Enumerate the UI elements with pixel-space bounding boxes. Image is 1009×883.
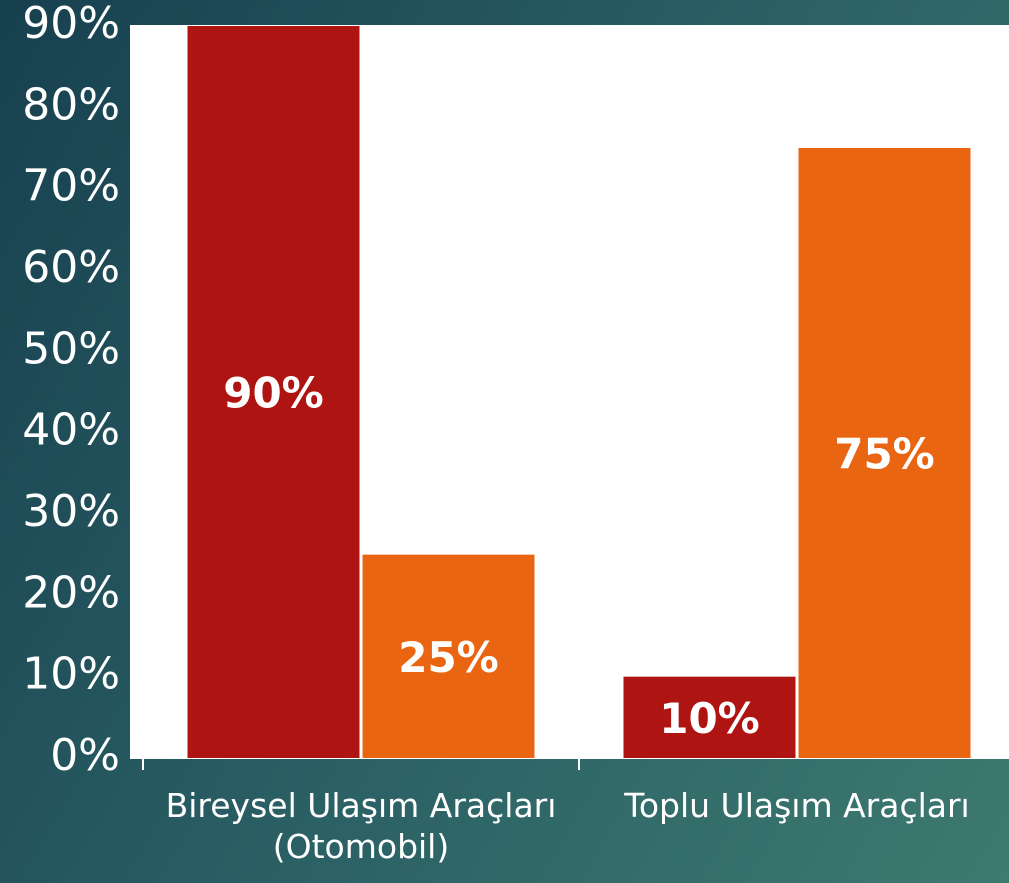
x-tick-label: Bireysel Ulaşım Araçları (Otomobil) <box>165 786 557 867</box>
x-tick-label: Toplu Ulaşım Araçları <box>624 786 970 825</box>
y-tick-label: 20% <box>22 567 120 618</box>
bar <box>623 676 796 758</box>
bar <box>187 26 360 758</box>
y-tick-label: 70% <box>22 161 120 212</box>
bar <box>798 148 971 758</box>
y-tick-label: 0% <box>50 730 120 781</box>
value-label: 75% <box>834 430 935 479</box>
value-label: 90% <box>223 369 324 418</box>
y-tick-label: 50% <box>22 323 120 374</box>
value-label: 25% <box>398 633 499 682</box>
y-tick-label: 30% <box>22 486 120 537</box>
y-tick-label: 80% <box>22 79 120 130</box>
value-label: 10% <box>659 694 760 743</box>
y-tick-label: 60% <box>22 242 120 293</box>
bar <box>362 554 535 758</box>
y-tick-label: 40% <box>22 405 120 456</box>
y-tick-label: 90% <box>22 0 120 49</box>
y-tick-label: 10% <box>22 649 120 700</box>
